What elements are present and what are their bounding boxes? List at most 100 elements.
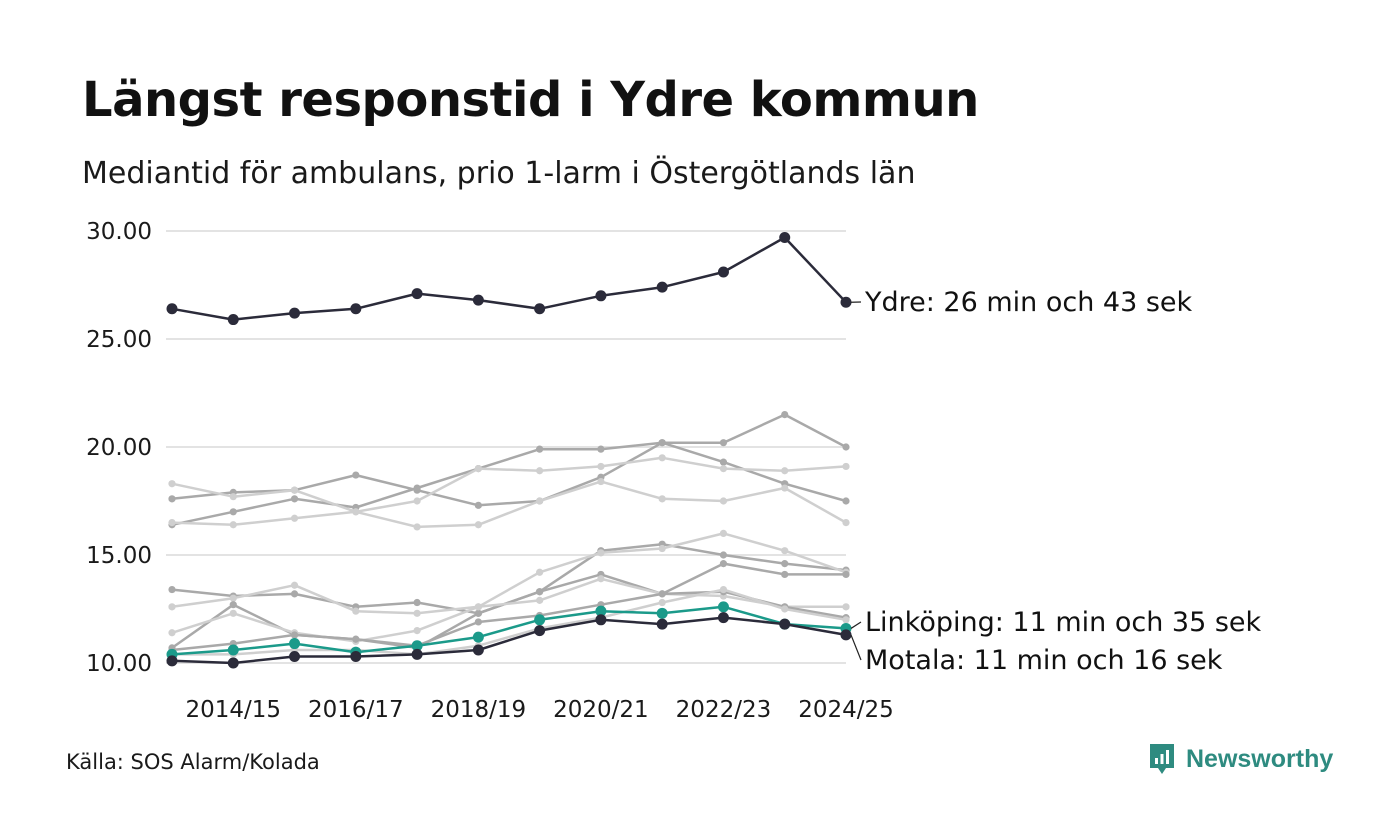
data-point xyxy=(536,588,544,596)
data-point xyxy=(411,648,423,660)
data-point xyxy=(536,596,544,604)
data-point xyxy=(229,594,237,602)
data-point xyxy=(842,497,850,505)
data-point xyxy=(168,585,176,594)
data-point xyxy=(290,581,299,589)
data-point xyxy=(781,547,789,555)
data-point xyxy=(597,462,605,471)
highlighted-series-group xyxy=(166,231,852,669)
data-point xyxy=(352,471,360,479)
data-point xyxy=(227,657,239,669)
data-point xyxy=(290,495,299,503)
data-point xyxy=(842,462,850,471)
data-point xyxy=(536,568,544,576)
data-point xyxy=(842,570,850,579)
data-point xyxy=(166,655,178,667)
data-point xyxy=(413,486,421,494)
data-point xyxy=(597,549,605,557)
data-point xyxy=(597,445,605,453)
y-tick-label: 30.00 xyxy=(86,219,152,245)
source-note: Källa: SOS Alarm/Kolada xyxy=(66,750,320,774)
data-point xyxy=(536,467,544,475)
data-point xyxy=(779,618,791,630)
data-point xyxy=(536,445,544,453)
data-point xyxy=(717,612,729,624)
data-point xyxy=(717,601,729,613)
data-point xyxy=(350,651,362,663)
series-line xyxy=(171,562,846,650)
data-point xyxy=(597,477,605,486)
data-point xyxy=(719,458,728,466)
data-point xyxy=(411,640,423,652)
data-point xyxy=(413,523,421,531)
data-point xyxy=(719,439,728,447)
data-point xyxy=(168,480,176,488)
series-label: Linköping: 11 min och 35 sek xyxy=(865,607,1262,638)
data-point xyxy=(719,551,728,559)
data-point xyxy=(658,454,666,462)
data-point xyxy=(472,644,484,656)
series-line xyxy=(171,590,847,652)
data-point xyxy=(658,439,666,447)
series-line xyxy=(171,456,847,514)
x-tick-label: 2014/15 xyxy=(185,697,281,723)
data-point xyxy=(474,609,482,617)
data-point xyxy=(352,607,360,615)
data-point xyxy=(413,598,421,607)
series-label: Ydre: 26 min och 43 sek xyxy=(864,287,1193,318)
data-point xyxy=(413,497,421,505)
data-point xyxy=(166,303,178,315)
data-point xyxy=(534,303,546,315)
x-tick-label: 2024/25 xyxy=(798,697,894,723)
data-point xyxy=(413,627,421,635)
x-tick-label: 2016/17 xyxy=(308,697,404,723)
series-ydre xyxy=(166,231,852,326)
data-point xyxy=(227,644,239,656)
comparison-series xyxy=(168,454,850,516)
chart-subtitle: Mediantid för ambulans, prio 1-larm i Ös… xyxy=(82,156,916,191)
data-point xyxy=(658,598,666,607)
data-point xyxy=(658,544,666,553)
data-point xyxy=(474,603,482,611)
newsworthy-logo-icon xyxy=(1150,744,1174,774)
data-point xyxy=(719,585,728,594)
data-point xyxy=(289,651,301,663)
y-tick-label: 10.00 xyxy=(86,651,152,677)
series-line xyxy=(171,236,847,321)
x-tick-label: 2018/19 xyxy=(431,697,527,723)
data-point xyxy=(719,560,728,568)
data-point xyxy=(840,296,852,308)
data-point xyxy=(597,575,605,583)
data-point xyxy=(229,508,237,516)
data-point xyxy=(168,495,176,503)
data-point xyxy=(781,560,789,568)
data-point xyxy=(840,629,852,641)
grid-lines xyxy=(166,230,846,664)
data-point xyxy=(474,618,482,626)
data-point xyxy=(352,635,360,643)
y-tick-label: 15.00 xyxy=(86,543,152,569)
data-point xyxy=(534,614,546,626)
data-point xyxy=(717,266,729,278)
y-tick-label: 25.00 xyxy=(86,327,152,353)
label-leader-line xyxy=(850,634,862,661)
data-point xyxy=(229,601,237,609)
series-line xyxy=(171,480,847,529)
comparison-series xyxy=(168,540,850,617)
data-point xyxy=(290,514,299,522)
data-point xyxy=(658,495,666,503)
data-point xyxy=(289,307,301,319)
data-point xyxy=(474,501,482,509)
series-line xyxy=(171,605,847,656)
series-line xyxy=(171,532,847,615)
comparison-series xyxy=(168,575,850,646)
data-point xyxy=(658,590,666,598)
data-point xyxy=(595,614,607,626)
data-point xyxy=(352,508,360,516)
data-point xyxy=(290,486,299,494)
data-point xyxy=(781,411,789,419)
comparison-series xyxy=(168,439,850,509)
series-line xyxy=(172,588,847,656)
data-point xyxy=(781,484,789,492)
